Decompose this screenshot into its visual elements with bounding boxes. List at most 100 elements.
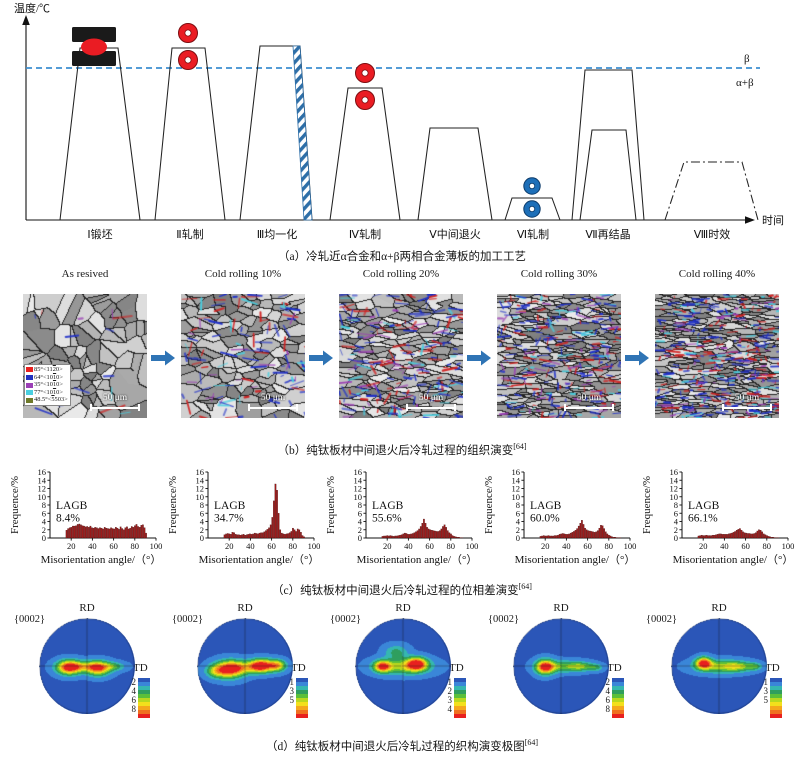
pole-scale-tick-0-2: 6: [131, 695, 137, 705]
svg-text:34.7%: 34.7%: [214, 512, 244, 524]
panel-c-caption: （c）纯钛板材中间退火后冷轧过程的位相差演变[64]: [0, 582, 804, 598]
flow-arrow-2: [467, 350, 491, 366]
svg-text:0: 0: [674, 533, 678, 543]
svg-text:40: 40: [88, 541, 97, 551]
pole-rd-0: RD: [79, 602, 95, 614]
svg-text:LAGB: LAGB: [214, 500, 246, 512]
pole-scale-swatch-3-0: [612, 678, 624, 682]
panel-a-svg: β α+β 时间 温度/℃: [14, 1, 784, 227]
micro-title-3: Cold rolling 30%: [520, 268, 598, 280]
pole-scale-swatch-1-6: [296, 702, 308, 706]
svg-text:12: 12: [196, 484, 205, 494]
profile-stage-II: [154, 47, 226, 221]
svg-text:16: 16: [670, 467, 679, 477]
pole-td-3: TD: [607, 662, 622, 674]
svg-text:60: 60: [425, 541, 434, 551]
svg-text:20: 20: [383, 541, 392, 551]
svg-text:16: 16: [196, 467, 205, 477]
pole-td-0: TD: [133, 662, 148, 674]
svg-text:0: 0: [42, 533, 46, 543]
pole-scale-swatch-1-8: [296, 710, 308, 714]
pole-scale-swatch-1-1: [296, 682, 308, 686]
svg-text:6: 6: [200, 508, 204, 518]
stage-label-VIII: Ⅷ时效: [693, 229, 731, 241]
pole-scale-swatch-0-4: [138, 694, 150, 698]
pole-disc-4: [671, 618, 767, 714]
pole-scale-tick-4-0: 1: [763, 677, 769, 687]
ebsd-map-3: [497, 294, 621, 418]
panel-c-caption-ref: [64]: [518, 582, 532, 592]
svg-text:4: 4: [358, 517, 363, 527]
micro-title-2: Cold rolling 20%: [362, 268, 440, 280]
svg-text:66.1%: 66.1%: [688, 512, 718, 524]
pole-scale-swatch-0-2: [138, 686, 150, 690]
scale-bar-3: 50 μm: [564, 393, 614, 411]
pole-scale-tick-3-3: 8: [605, 704, 611, 714]
pole-scale-tick-0-0: 2: [131, 677, 137, 687]
svg-text:4: 4: [516, 517, 521, 527]
svg-text:100: 100: [782, 541, 795, 551]
pole-scale-swatch-4-7: [770, 706, 782, 710]
stage-label-VI: Ⅵ轧制: [516, 229, 550, 241]
pole-scale-swatch-3-1: [612, 682, 624, 686]
boundary-legend: 85°<1120> 64°<1010> 35°<1010> 77°<1010> …: [24, 364, 71, 406]
legend-row-1: 64°<1010>: [26, 374, 68, 382]
pole-scale-swatch-0-9: [138, 714, 150, 718]
svg-text:8: 8: [516, 500, 520, 510]
svg-text:Misorientation angle/（°）: Misorientation angle/（°）: [199, 553, 320, 566]
svg-text:LAGB: LAGB: [372, 500, 404, 512]
svg-text:100: 100: [150, 541, 163, 551]
panel-d-caption: （d）纯钛板材中间退火后冷轧过程的织构演变极图[64]: [0, 738, 804, 754]
scale-bar-rule-0: [90, 404, 140, 411]
scale-bar-rule-2: [406, 404, 456, 411]
panel-b-caption-ref: [64]: [513, 442, 527, 452]
pole-disc-2: [355, 618, 451, 714]
pole-scale-swatch-2-7: [454, 706, 466, 710]
svg-text:100: 100: [308, 541, 321, 551]
svg-text:55.6%: 55.6%: [372, 512, 402, 524]
pole-scale-swatch-3-2: [612, 686, 624, 690]
svg-text:40: 40: [246, 541, 255, 551]
stage-label-III: Ⅲ均一化: [256, 229, 298, 241]
pole-scale-swatch-3-9: [612, 714, 624, 718]
ebsd-map-4: [655, 294, 779, 418]
pole-scale-1: [296, 678, 308, 718]
pole-scale-swatch-2-8: [454, 710, 466, 714]
svg-text:4: 4: [200, 517, 205, 527]
svg-text:LAGB: LAGB: [56, 500, 88, 512]
scale-bar-text-1: 50 μm: [260, 393, 286, 403]
legend-swatch-3: [26, 390, 33, 396]
stage-label-VII: Ⅶ再结晶: [585, 229, 631, 241]
legend-swatch-0: [26, 367, 33, 373]
micro-image-3: 50 μm: [497, 294, 621, 418]
micro-title-1: Cold rolling 10%: [204, 268, 282, 280]
panel-b-microstructure-series: As resived Cold rolling 10% Cold rolling…: [0, 268, 804, 440]
svg-text:Frequence/%: Frequence/%: [325, 476, 337, 534]
legend-swatch-2: [26, 382, 33, 388]
svg-text:2: 2: [516, 525, 520, 535]
pole-scale-swatch-1-2: [296, 686, 308, 690]
legend-text-0: 85°<1120>: [34, 366, 63, 374]
pole-scale-tick-2-3: 4: [447, 704, 453, 714]
pole-scale-swatch-1-5: [296, 698, 308, 702]
svg-text:Frequence/%: Frequence/%: [641, 476, 653, 534]
svg-text:20: 20: [541, 541, 550, 551]
svg-text:2: 2: [42, 525, 46, 535]
svg-text:12: 12: [354, 484, 363, 494]
micro-image-4: 50 μm: [655, 294, 779, 418]
ebsd-map-2: [339, 294, 463, 418]
pole-scale-swatch-1-0: [296, 678, 308, 682]
svg-text:20: 20: [699, 541, 708, 551]
pole-hkl-0: {0002}: [14, 614, 46, 625]
profile-stage-I: [59, 47, 141, 221]
svg-text:Misorientation angle/（°）: Misorientation angle/（°）: [357, 553, 478, 566]
svg-text:6: 6: [358, 508, 362, 518]
histogram-3: 0 2 4 6 8 10 12 14 16 20 40 60 80 100 LAGB 60.0% Frequen…: [478, 466, 638, 566]
profile-stage-IV: [329, 87, 401, 221]
svg-text:8: 8: [674, 500, 678, 510]
y-axis-label: 温度/℃: [14, 1, 50, 15]
